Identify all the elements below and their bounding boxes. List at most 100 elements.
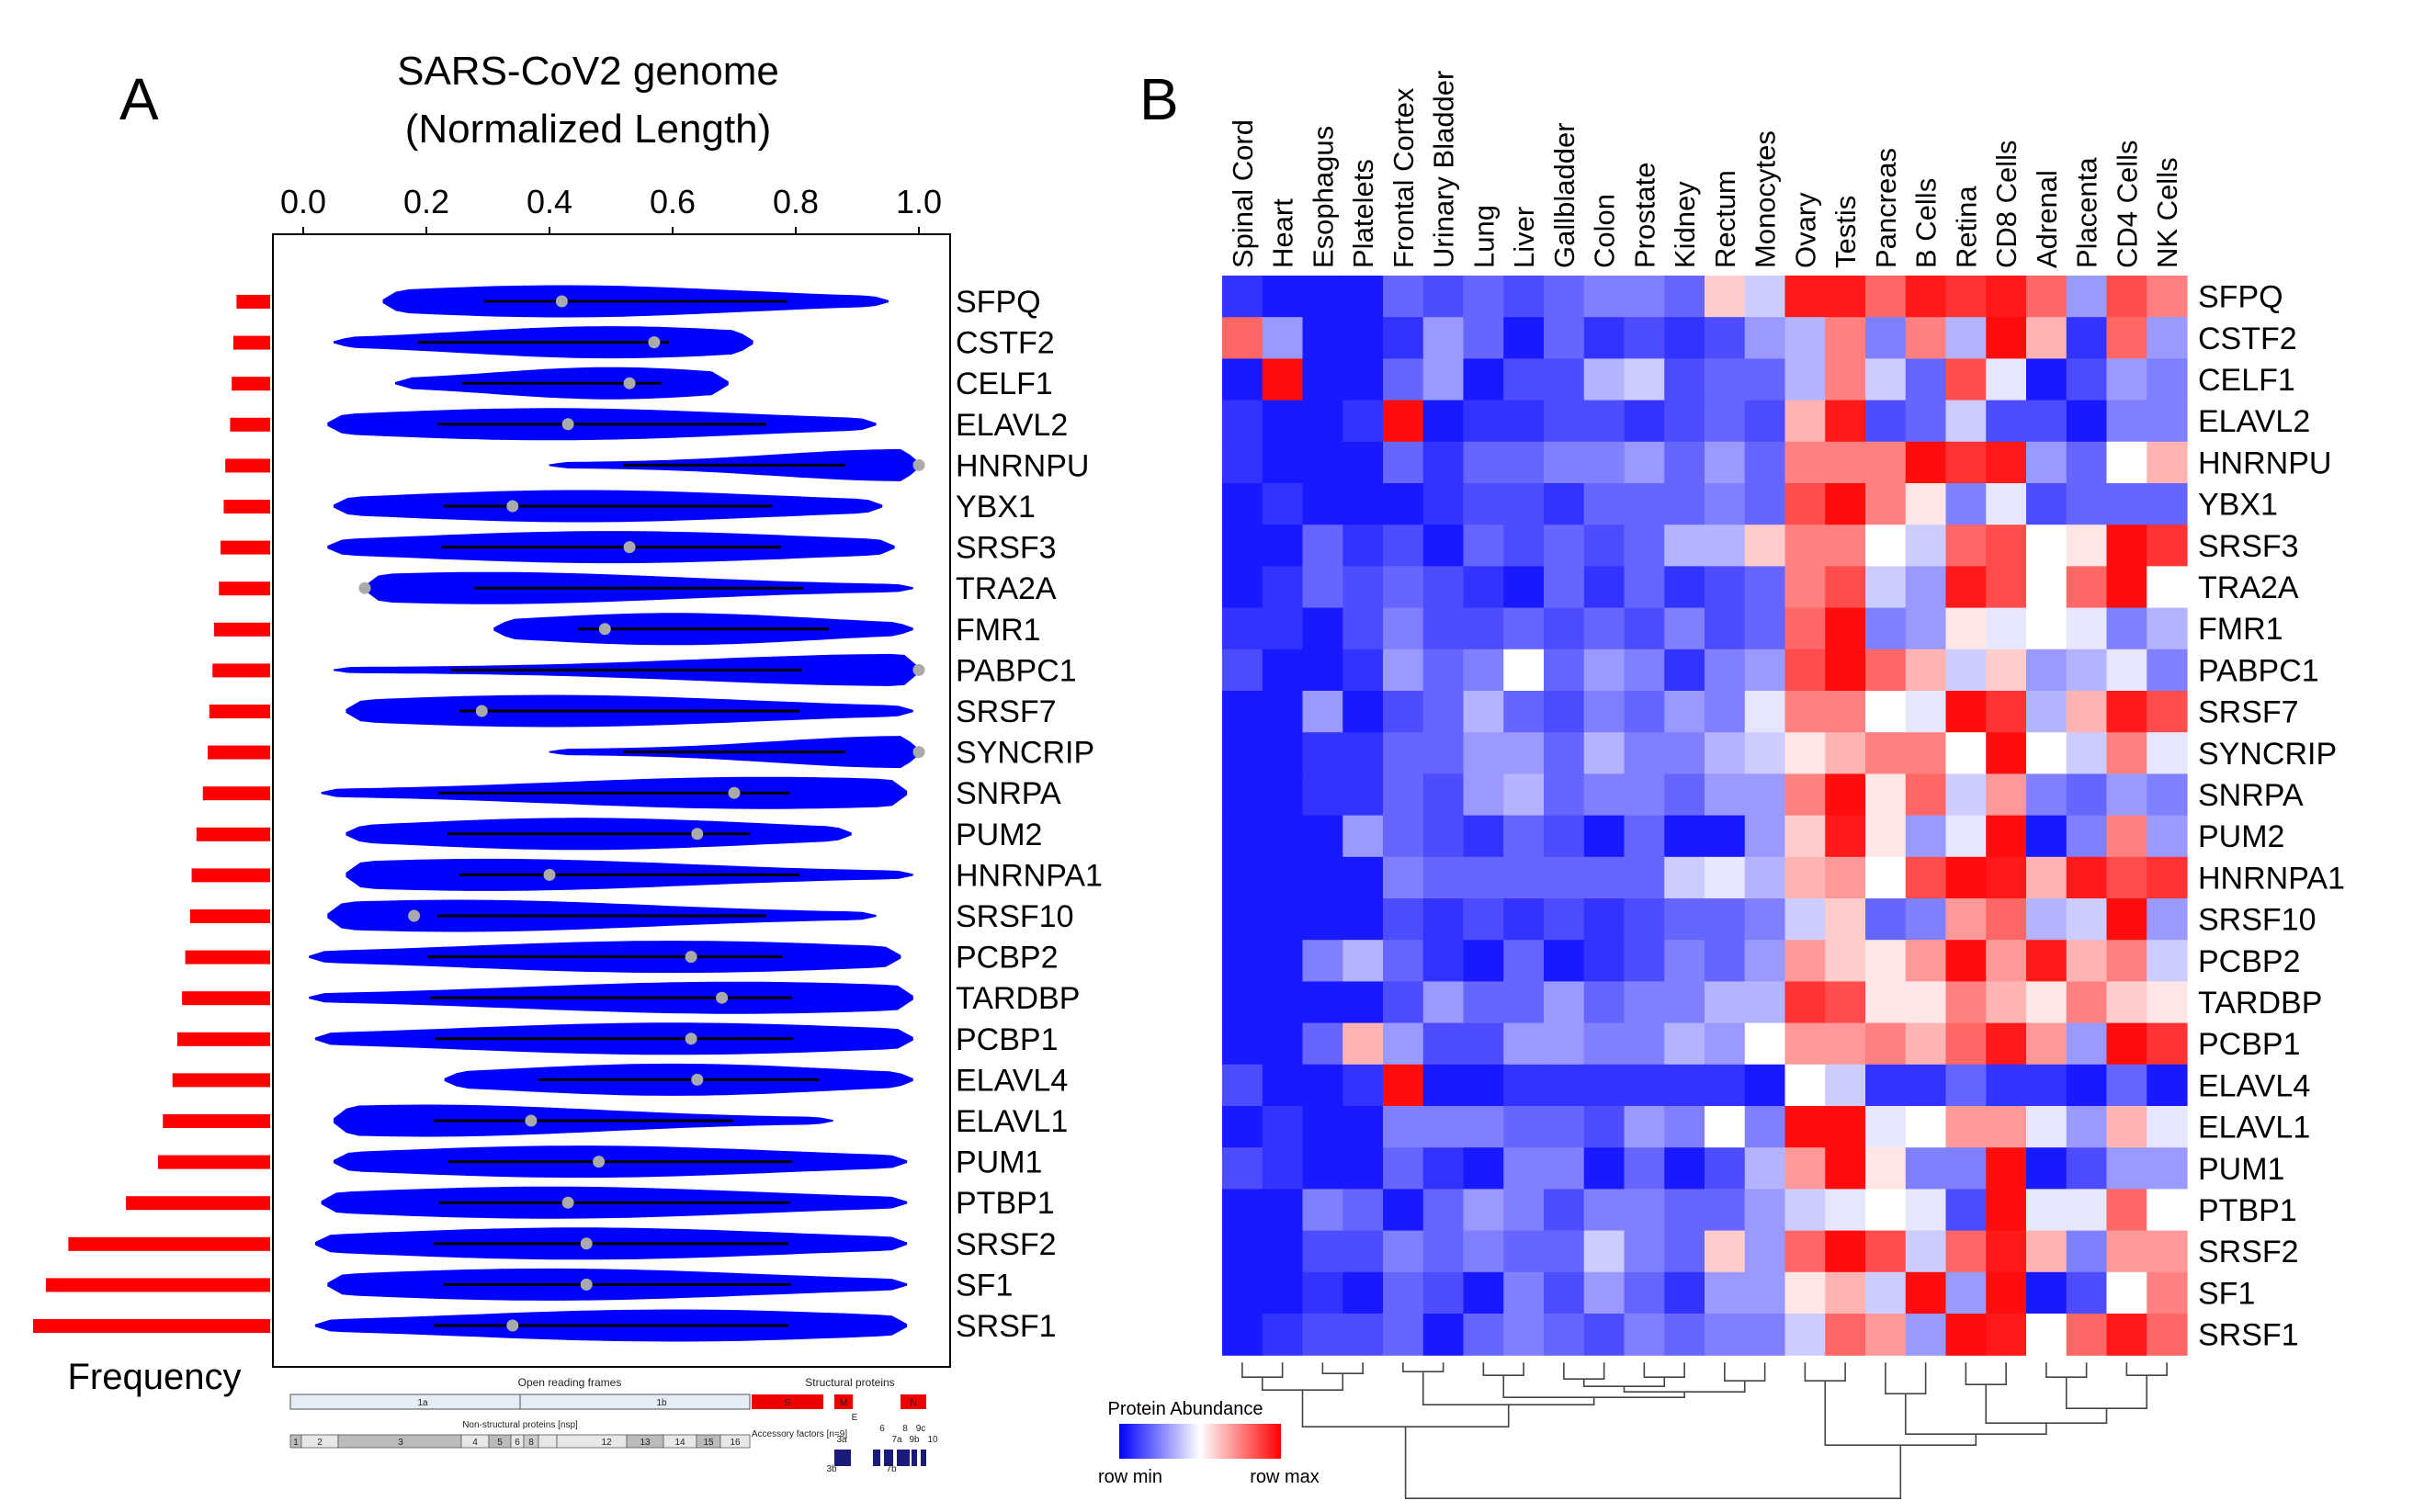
- heatmap-cell: [2106, 856, 2147, 899]
- heatmap-cell: [1342, 940, 1384, 982]
- heatmap-cell: [1383, 1271, 1424, 1315]
- x-tick-label: 0.2: [403, 183, 449, 220]
- heatmap-cell: [2026, 691, 2067, 733]
- frequency-bar-syncrip: [208, 745, 270, 760]
- heatmap-cell: [1222, 400, 1263, 443]
- heatmap-cell: [1262, 607, 1304, 650]
- heatmap-cell: [1544, 1189, 1585, 1232]
- heatmap-cell: [1222, 1147, 1263, 1190]
- dendrogram-link: [1402, 1362, 1444, 1372]
- heatmap-cell: [1383, 317, 1424, 359]
- heatmap-cell: [1865, 815, 1907, 858]
- heatmap-cell: [1865, 732, 1907, 774]
- heatmap-cell: [1583, 276, 1626, 318]
- heatmap-cell: [1302, 1271, 1343, 1315]
- heatmap-cell: [1583, 815, 1626, 858]
- heatmap-cell: [1865, 441, 1907, 484]
- dendrogram-link: [2045, 1362, 2088, 1378]
- violin-gene-label: PABPC1: [956, 653, 1077, 688]
- heatmap-cell: [1905, 1189, 1947, 1232]
- heatmap-cell: [1744, 607, 1786, 650]
- heatmap-row-label: PABPC1: [2198, 653, 2319, 688]
- heatmap-cell: [1744, 525, 1786, 567]
- heatmap-cell: [1624, 1064, 1665, 1107]
- heatmap-cell: [1302, 1189, 1343, 1232]
- heatmap-cell: [1744, 1189, 1786, 1232]
- s-protein-box: [752, 1394, 823, 1409]
- heatmap-cell: [1262, 1189, 1304, 1232]
- heatmap-cell: [1945, 317, 1987, 359]
- heatmap-cell: [1583, 1022, 1626, 1066]
- heatmap-cell: [1825, 940, 1866, 982]
- heatmap-cell: [1664, 1189, 1705, 1232]
- heatmap-cell: [1342, 1022, 1384, 1066]
- heatmap-cell: [2026, 732, 2067, 774]
- heatmap-cell: [1744, 317, 1786, 359]
- heatmap-cell: [1986, 400, 2027, 443]
- heatmap-cell: [2066, 1022, 2108, 1066]
- heatmap-cell: [1342, 1314, 1384, 1356]
- heatmap-cell: [1583, 566, 1626, 609]
- heatmap-cell: [2066, 483, 2108, 525]
- heatmap-cell: [1583, 856, 1626, 899]
- heatmap-cell: [1905, 483, 1947, 525]
- heatmap-cell: [1583, 940, 1626, 982]
- orf1a-label: 1a: [417, 1398, 428, 1408]
- frequency-bar-snrpa: [202, 786, 270, 801]
- heatmap-cell: [1383, 566, 1424, 609]
- heatmap-cell: [1865, 981, 1907, 1024]
- heatmap-cell: [1664, 1064, 1705, 1107]
- heatmap-cell: [2106, 981, 2147, 1024]
- violin-gene-label: ELAVL4: [956, 1063, 1068, 1098]
- heatmap-cell: [1945, 607, 1987, 650]
- heatmap-cell: [1664, 898, 1705, 941]
- heatmap-cell: [2026, 276, 2067, 318]
- heatmap-cell: [1865, 358, 1907, 401]
- x-tick-label: 0.4: [527, 183, 572, 220]
- heatmap-cell: [1825, 1314, 1866, 1356]
- heatmap-cell: [1624, 649, 1665, 692]
- heatmap-cell: [1222, 1314, 1263, 1356]
- heatmap-cell: [1383, 1230, 1424, 1273]
- heatmap-cell: [2106, 815, 2147, 858]
- heatmap-cell: [1544, 649, 1585, 692]
- n-protein-label: N: [910, 1398, 916, 1408]
- heatmap-cell: [1664, 691, 1705, 733]
- frequency-bar-srsf2: [68, 1236, 270, 1251]
- heatmap-cell: [1262, 1271, 1304, 1315]
- heatmap-cell: [1583, 773, 1626, 817]
- heatmap-cell: [1463, 981, 1504, 1024]
- heatmap-cell: [1784, 732, 1826, 774]
- frequency-bar-sf1: [45, 1278, 270, 1292]
- heatmap-cell: [1825, 317, 1866, 359]
- dendrogram-link: [1885, 1362, 1927, 1394]
- violin-gene-label: PTBP1: [956, 1186, 1055, 1221]
- heatmap-cell: [1624, 1147, 1665, 1190]
- heatmap-cell: [1705, 525, 1746, 567]
- heatmap-cell: [1905, 815, 1947, 858]
- heatmap-cell: [2026, 483, 2067, 525]
- heatmap-cell: [1342, 400, 1384, 443]
- frequency-bar-hnrnpu: [225, 458, 270, 473]
- heatmap-cell: [1463, 483, 1504, 525]
- heatmap-cell: [1583, 483, 1626, 525]
- heatmap-cell: [1825, 1064, 1866, 1107]
- heatmap-cell: [2066, 566, 2108, 609]
- nsp-segment: [719, 1434, 751, 1449]
- violin-median-ybx1: [506, 500, 519, 513]
- heatmap-cell: [1865, 1064, 1907, 1107]
- accessory-label: 7b: [886, 1464, 897, 1474]
- heatmap-cell: [1705, 400, 1746, 443]
- heatmap-cell: [1222, 607, 1263, 650]
- x-tick-label: 0.0: [280, 183, 326, 220]
- heatmap-cell: [1383, 649, 1424, 692]
- heatmap-cell: [2066, 525, 2108, 567]
- violin-gene-label: SF1: [956, 1268, 1013, 1303]
- violin-gene-label: CELF1: [956, 367, 1053, 401]
- heatmap-cell: [2066, 1230, 2108, 1273]
- heatmap-cell: [1262, 400, 1304, 443]
- heatmap-cell: [1503, 981, 1545, 1024]
- heatmap-row-label: SRSF7: [2198, 695, 2299, 730]
- heatmap-cell: [1342, 815, 1384, 858]
- heatmap-cell: [1744, 1022, 1786, 1066]
